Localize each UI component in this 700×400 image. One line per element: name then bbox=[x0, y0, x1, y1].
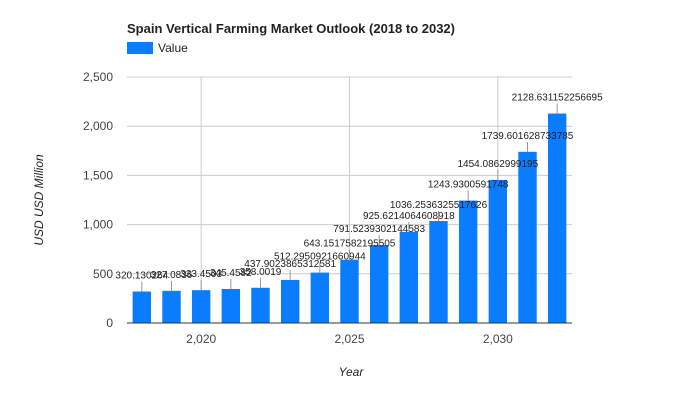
bar bbox=[162, 290, 181, 323]
data-label: 1454.0862999195 bbox=[458, 159, 539, 170]
data-label: 333.4503 bbox=[180, 269, 222, 280]
x-tick-label: 2,030 bbox=[483, 332, 513, 346]
chart-title: Spain Vertical Farming Market Outlook (2… bbox=[127, 21, 455, 36]
data-label: 1243.9300591748 bbox=[428, 180, 509, 191]
bar bbox=[488, 179, 508, 323]
data-label: 437.9023865312581 bbox=[244, 259, 336, 270]
data-label: 791.5239302144583 bbox=[333, 224, 425, 235]
data-label: 512.2950921660944 bbox=[274, 252, 366, 263]
bar bbox=[280, 279, 300, 323]
bar bbox=[429, 221, 448, 323]
bar bbox=[518, 151, 537, 323]
legend-swatch-value bbox=[127, 42, 153, 54]
legend: Value bbox=[127, 41, 188, 55]
x-tick-label: 2,025 bbox=[334, 332, 364, 346]
data-label: 358.0019 bbox=[240, 267, 282, 278]
data-label: 1739.601628733785 bbox=[482, 131, 574, 142]
y-tick-label: 2,500 bbox=[83, 70, 113, 84]
bar bbox=[399, 231, 419, 323]
legend-label-value: Value bbox=[158, 41, 188, 55]
y-tick-label: 2,000 bbox=[83, 119, 113, 133]
y-tick-label: 0 bbox=[106, 316, 113, 330]
data-labels: 320.130264327.0836333.4503345.4582358.00… bbox=[115, 93, 603, 292]
y-axis-ticks: 0 500 1,000 1,500 2,000 2,500 bbox=[83, 70, 113, 330]
data-label: 2128.631152256695 bbox=[512, 93, 603, 104]
data-label: 320.130264 bbox=[115, 270, 168, 281]
bar bbox=[251, 287, 270, 323]
bar bbox=[191, 290, 211, 323]
y-tick-label: 1,000 bbox=[83, 218, 113, 232]
x-axis-ticks: 2,020 2,025 2,030 bbox=[186, 332, 513, 346]
data-label: 1036.2536325517626 bbox=[390, 200, 488, 211]
bar bbox=[310, 272, 330, 323]
bar bbox=[340, 259, 359, 323]
bar bbox=[547, 113, 567, 323]
data-label: 643.1517582195505 bbox=[304, 239, 396, 250]
x-axis-title: Year bbox=[339, 365, 365, 379]
data-label: 345.4582 bbox=[210, 268, 252, 279]
data-label: 925.6214064608918 bbox=[363, 211, 455, 222]
x-tick-label: 2,020 bbox=[186, 332, 216, 346]
bar bbox=[458, 200, 478, 323]
bars bbox=[132, 113, 567, 323]
y-tick-label: 500 bbox=[93, 267, 113, 281]
data-label: 327.0836 bbox=[151, 270, 193, 281]
y-axis-title: USD USD Million bbox=[32, 154, 46, 246]
y-tick-label: 1,500 bbox=[83, 168, 113, 182]
bar bbox=[221, 289, 241, 323]
bar bbox=[369, 245, 389, 323]
bar bbox=[132, 291, 152, 323]
